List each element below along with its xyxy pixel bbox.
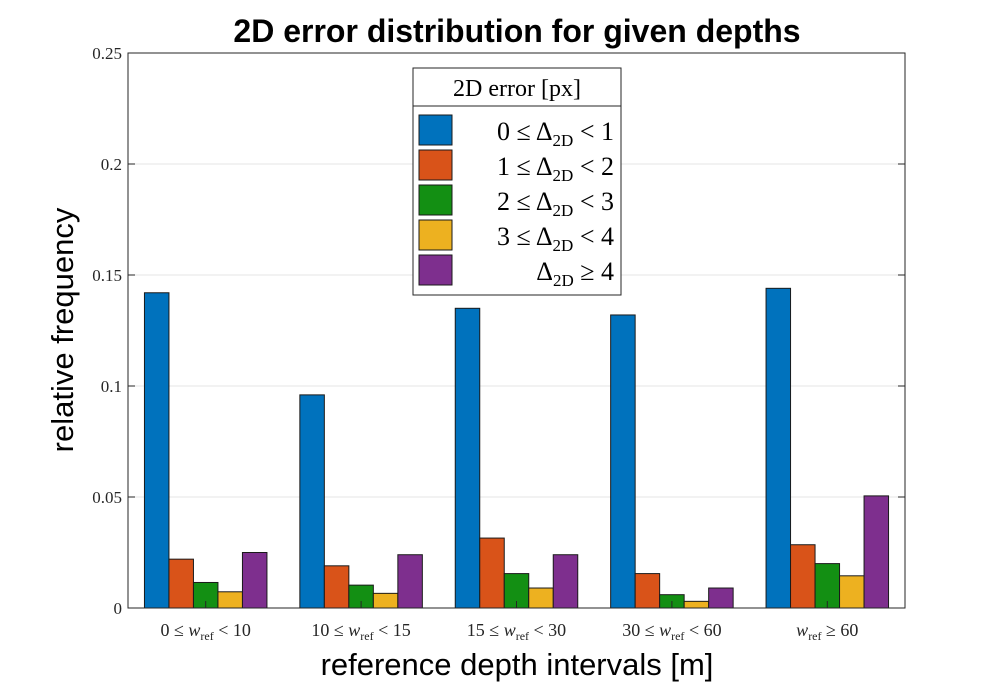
y-tick-labels: 0 0.05 0.1 0.15 0.2 0.25 <box>92 44 905 618</box>
legend-entry-label: Δ2D ≥ 4 <box>536 257 614 290</box>
x-tick-label: wref ≥ 60 <box>796 620 858 643</box>
legend-entries: 0 ≤ Δ2D < 11 ≤ Δ2D < 22 ≤ Δ2D < 33 ≤ Δ2D… <box>418 114 614 290</box>
y-tick-label: 0.1 <box>101 377 122 396</box>
bar <box>299 394 325 609</box>
legend-swatch <box>418 184 453 216</box>
bar <box>634 573 661 609</box>
x-tick-label: 30 ≤ wref < 60 <box>622 620 721 643</box>
legend-swatch <box>418 219 453 251</box>
legend-entry-label: 2 ≤ Δ2D < 3 <box>497 187 614 220</box>
bar <box>323 565 350 609</box>
legend-title: 2D error [px] <box>453 76 581 102</box>
y-tick-label: 0 <box>114 599 123 618</box>
bar <box>528 587 554 609</box>
bar <box>217 591 243 609</box>
y-tick-label: 0.15 <box>92 266 122 285</box>
bar <box>765 287 792 609</box>
legend-swatch <box>418 254 453 286</box>
bar <box>168 558 194 609</box>
bars <box>143 287 890 609</box>
bar <box>397 554 423 609</box>
bar <box>241 552 268 609</box>
legend-entry-label: 3 ≤ Δ2D < 4 <box>497 222 614 255</box>
y-axis-label: relative frequency <box>45 207 80 452</box>
x-tick-labels: 0 ≤ wref < 10 10 ≤ wref < 15 15 ≤ wref < 3… <box>161 601 858 643</box>
chart-title: 2D error distribution for given depths <box>233 13 800 49</box>
bar <box>863 495 890 609</box>
bar <box>683 600 710 609</box>
legend-entry-label: 1 ≤ Δ2D < 2 <box>497 152 614 185</box>
x-tick-label: 10 ≤ wref < 15 <box>311 620 410 643</box>
y-tick-label: 0.2 <box>101 155 122 174</box>
y-tick-label: 0.05 <box>92 488 122 507</box>
bar <box>143 292 170 609</box>
x-tick-label: 15 ≤ wref < 30 <box>467 620 566 643</box>
y-tick-label: 0.25 <box>92 44 122 63</box>
bar <box>372 592 399 609</box>
legend-swatch <box>418 114 453 146</box>
bar <box>479 537 505 609</box>
x-axis-label: reference depth intervals [m] <box>321 647 714 682</box>
bar <box>839 575 865 609</box>
bar <box>454 307 481 609</box>
legend: 2D error [px] 0 ≤ Δ2D < 11 ≤ Δ2D < 22 ≤ … <box>412 67 622 296</box>
bar <box>552 554 579 609</box>
bar <box>790 544 816 609</box>
x-tick-label: 0 ≤ wref < 10 <box>161 620 251 643</box>
legend-swatch <box>418 149 453 181</box>
legend-entry-label: 0 ≤ Δ2D < 1 <box>497 117 614 150</box>
bar <box>610 314 636 609</box>
bar <box>708 587 734 609</box>
